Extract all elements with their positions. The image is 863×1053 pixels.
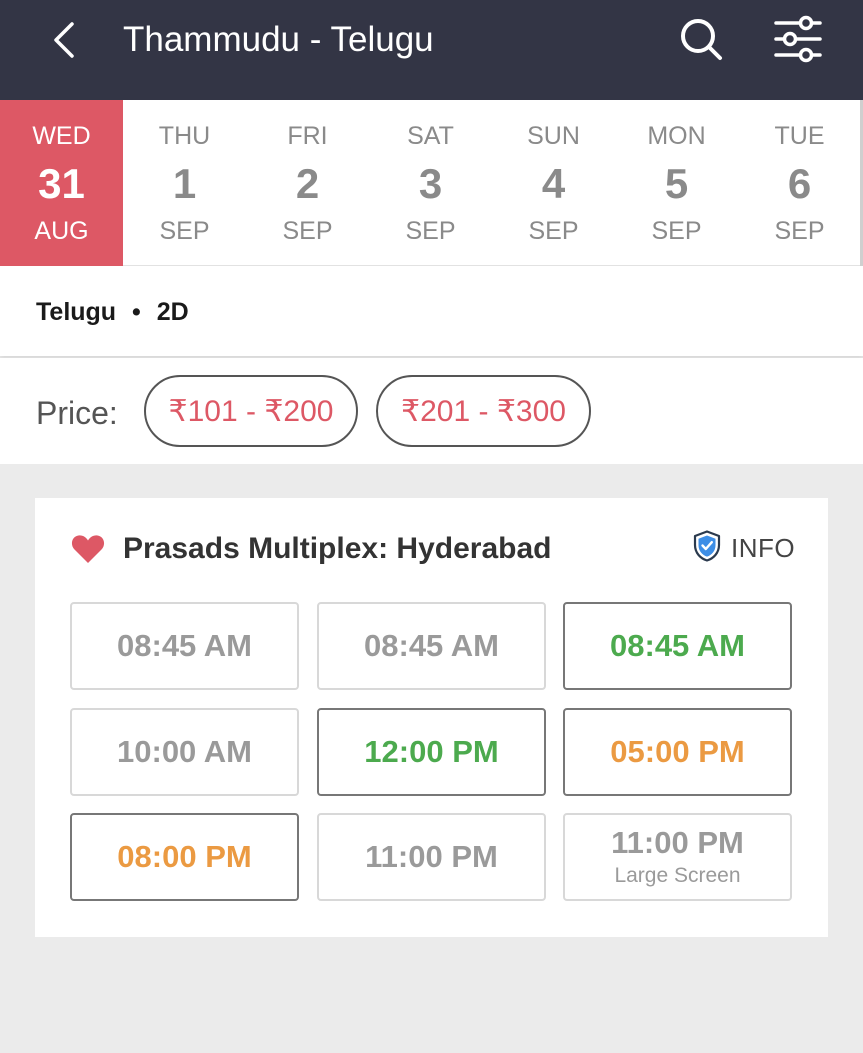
showtime-time: 05:00 PM bbox=[610, 734, 745, 769]
venue-name: Prasads Multiplex: Hyderabad bbox=[123, 532, 552, 565]
showtime-time: 11:00 PM bbox=[611, 825, 744, 860]
showtime-button[interactable]: 08:45 AM bbox=[563, 602, 792, 690]
date-dow: WED bbox=[32, 122, 91, 150]
date-item-fri-2[interactable]: FRI 2 SEP bbox=[246, 100, 369, 266]
back-arrow-icon[interactable] bbox=[44, 20, 84, 60]
dimension-label: 2D bbox=[156, 298, 189, 326]
showtime-button[interactable]: 08:45 AM bbox=[317, 602, 546, 690]
date-month: SEP bbox=[282, 217, 333, 245]
date-day: 4 bbox=[541, 160, 566, 207]
price-filter-bar: Price: ₹101 - ₹200 ₹201 - ₹300 bbox=[0, 358, 863, 464]
page-title: Thammudu - Telugu bbox=[123, 20, 434, 59]
info-label: INFO bbox=[731, 532, 796, 563]
heart-icon[interactable] bbox=[71, 534, 105, 564]
date-day: 6 bbox=[787, 160, 812, 207]
date-month: SEP bbox=[651, 217, 702, 245]
date-day: 3 bbox=[418, 160, 443, 207]
language-format-bar: Telugu • 2D bbox=[0, 266, 863, 356]
date-day: 1 bbox=[172, 160, 197, 207]
showtime-button[interactable]: 11:00 PM bbox=[317, 813, 546, 901]
date-day: 5 bbox=[664, 160, 689, 207]
date-dow: MON bbox=[647, 122, 706, 150]
showtime-button[interactable]: 08:00 PM bbox=[70, 813, 299, 901]
showtime-button[interactable]: 08:45 AM bbox=[70, 602, 299, 690]
info-button[interactable]: INFO bbox=[693, 528, 795, 568]
language-label: Telugu bbox=[36, 298, 117, 326]
venue-card: Prasads Multiplex: Hyderabad INFO 08:45 … bbox=[35, 498, 828, 937]
price-chip-101-200[interactable]: ₹101 - ₹200 bbox=[144, 375, 358, 447]
showtime-time: 08:45 AM bbox=[610, 628, 745, 663]
showtime-time: 12:00 PM bbox=[364, 734, 499, 769]
showtime-time: 10:00 AM bbox=[117, 734, 252, 769]
date-month: AUG bbox=[34, 217, 89, 245]
showtime-button[interactable]: 12:00 PM bbox=[317, 708, 546, 796]
date-month: SEP bbox=[774, 217, 825, 245]
showtime-button[interactable]: 11:00 PM Large Screen bbox=[563, 813, 792, 901]
date-item-mon-5[interactable]: MON 5 SEP bbox=[615, 100, 738, 266]
date-dow: FRI bbox=[287, 122, 328, 150]
format-separator: • bbox=[132, 298, 141, 326]
date-month: SEP bbox=[159, 217, 210, 245]
filter-sliders-icon[interactable] bbox=[772, 14, 824, 64]
date-day: 2 bbox=[295, 160, 320, 207]
date-month: SEP bbox=[405, 217, 456, 245]
app-header: Thammudu - Telugu bbox=[0, 0, 863, 100]
price-chip-201-300[interactable]: ₹201 - ₹300 bbox=[376, 375, 591, 447]
date-selector: WED 31 AUG THU 1 SEP FRI 2 SEP SAT 3 SEP… bbox=[0, 100, 863, 266]
date-item-sun-4[interactable]: SUN 4 SEP bbox=[492, 100, 615, 266]
search-icon[interactable] bbox=[678, 16, 724, 62]
showtime-button[interactable]: 05:00 PM bbox=[563, 708, 792, 796]
showtime-button[interactable]: 10:00 AM bbox=[70, 708, 299, 796]
date-month: SEP bbox=[528, 217, 579, 245]
showtime-time: 08:00 PM bbox=[117, 839, 252, 874]
showtime-time: 11:00 PM bbox=[365, 839, 498, 874]
date-dow: SUN bbox=[527, 122, 580, 150]
date-item-thu-1[interactable]: THU 1 SEP bbox=[123, 100, 246, 266]
date-item-sat-3[interactable]: SAT 3 SEP bbox=[369, 100, 492, 266]
date-item-wed-31[interactable]: WED 31 AUG bbox=[0, 100, 123, 266]
date-day: 31 bbox=[38, 160, 85, 207]
showtime-time: 08:45 AM bbox=[364, 628, 499, 663]
shield-check-icon bbox=[693, 529, 721, 567]
date-dow: THU bbox=[158, 122, 211, 150]
date-dow: TUE bbox=[774, 122, 825, 150]
price-label: Price: bbox=[36, 395, 118, 431]
date-item-tue-6[interactable]: TUE 6 SEP bbox=[738, 100, 861, 266]
showtime-screen-note: Large Screen bbox=[614, 864, 741, 887]
date-dow: SAT bbox=[407, 122, 454, 150]
language-format: Telugu • 2D bbox=[36, 296, 189, 328]
showtime-time: 08:45 AM bbox=[117, 628, 252, 663]
